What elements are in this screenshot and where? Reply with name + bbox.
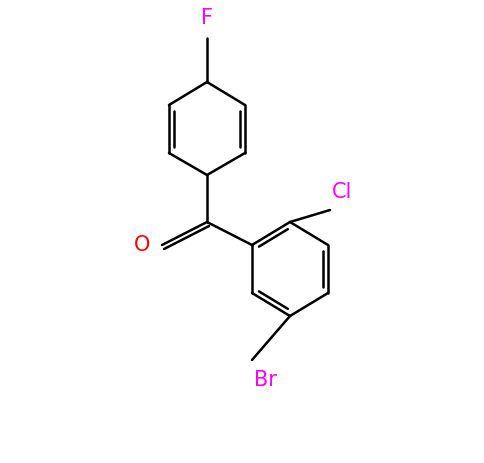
Text: Cl: Cl (332, 182, 352, 202)
Text: F: F (201, 8, 213, 28)
Text: Br: Br (254, 370, 277, 390)
Text: O: O (134, 235, 150, 255)
